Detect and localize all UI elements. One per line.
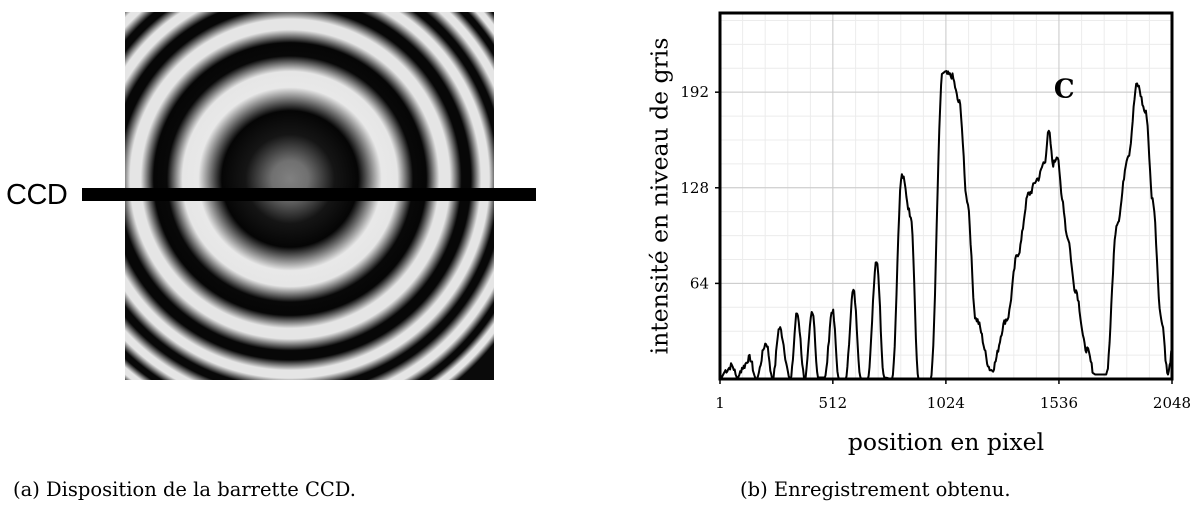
y-tick-label: 64 <box>690 274 709 292</box>
x-tick-label: 2048 <box>1153 394 1191 412</box>
x-axis-ticks: 1 512 1024 1536 2048 <box>715 379 1191 412</box>
y-tick-label: 128 <box>680 179 709 197</box>
ccd-sensor-bar <box>82 188 536 201</box>
x-axis-title: position en pixel <box>848 428 1044 456</box>
y-axis-title: intensité en niveau de gris <box>646 38 674 355</box>
y-axis-ticks: 64 128 192 <box>680 83 720 292</box>
x-tick-label: 1024 <box>927 394 965 412</box>
intensity-series-line <box>719 70 1173 380</box>
x-tick-label: 1 <box>715 394 725 412</box>
caption-b: (b) Enregistrement obtenu. <box>740 478 1011 501</box>
annotation-c: C <box>1054 75 1075 105</box>
x-tick-label: 512 <box>819 394 848 412</box>
ccd-label: CCD <box>6 179 68 211</box>
caption-a: (a) Disposition de la barrette CCD. <box>13 478 356 501</box>
x-tick-label: 1536 <box>1040 394 1078 412</box>
y-tick-label: 192 <box>680 83 709 101</box>
